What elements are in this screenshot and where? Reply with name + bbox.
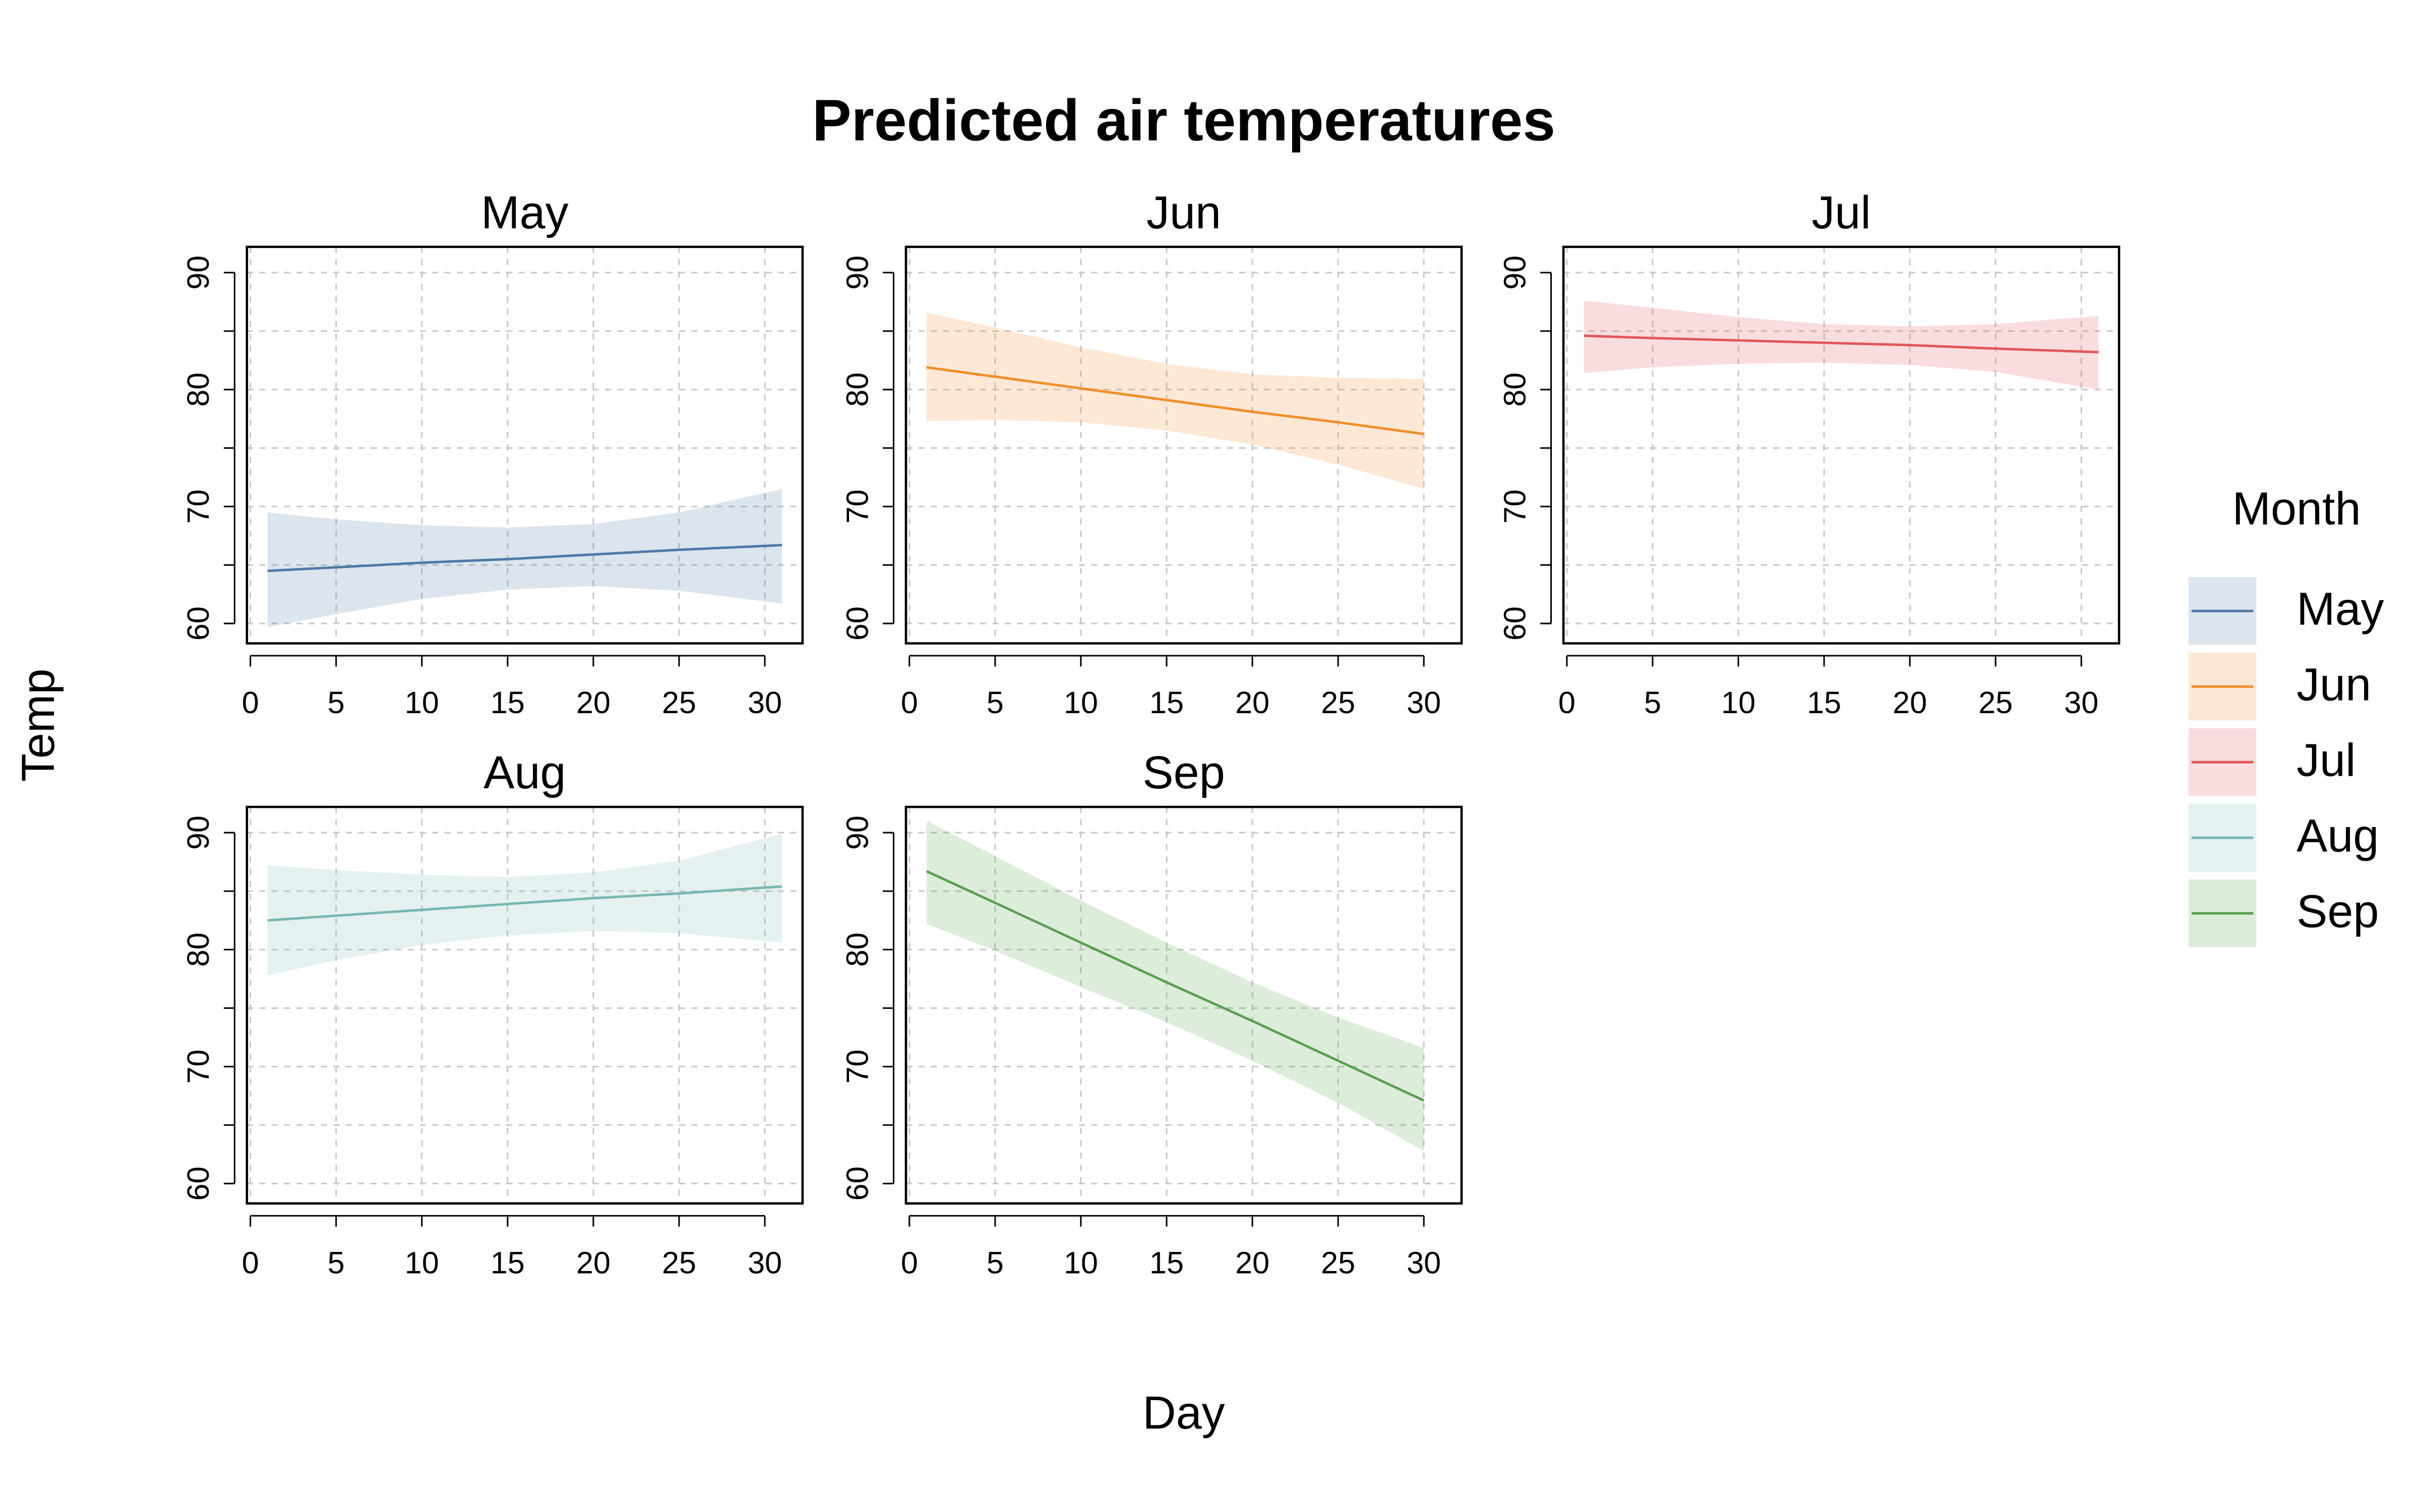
panel-title: Sep (1142, 747, 1225, 798)
plot-frame (246, 245, 804, 645)
y-tick-label: 70 (181, 489, 215, 524)
x-tick-label: 20 (576, 1245, 611, 1280)
panel-title: Aug (483, 747, 566, 798)
x-tick-label: 5 (328, 1245, 345, 1280)
x-tick-label: 10 (405, 1245, 439, 1280)
legend-label: May (2296, 584, 2384, 635)
y-tick-label: 90 (840, 256, 874, 290)
y-tick-label: 80 (1497, 372, 1532, 407)
confidence-band (267, 834, 782, 976)
x-tick-label: 10 (1064, 1245, 1098, 1280)
plot-frame (1562, 245, 2121, 645)
confidence-band (1584, 300, 2099, 390)
legend-label: Sep (2296, 886, 2379, 937)
line (267, 885, 782, 922)
x-tick-label: 0 (901, 685, 918, 720)
y-tick-label: 60 (1497, 606, 1532, 641)
plot-frame (904, 245, 1463, 645)
y-tick-label: 80 (181, 932, 215, 967)
x-tick-label: 0 (901, 1245, 918, 1280)
line (926, 870, 1425, 1102)
x-tick-label: 5 (987, 1245, 1004, 1280)
y-tick-label: 80 (840, 932, 874, 967)
x-tick-label: 20 (1893, 685, 1927, 720)
line (1584, 334, 2099, 354)
x-tick-label: 30 (748, 685, 782, 720)
x-tick-label: 15 (1807, 685, 1841, 720)
x-tick-label: 15 (491, 1245, 525, 1280)
y-tick-label: 90 (181, 815, 215, 850)
y-tick-label: 60 (840, 606, 874, 641)
y-tick-label: 90 (1497, 256, 1532, 290)
plot-frame (904, 805, 1463, 1205)
x-tick-label: 5 (987, 685, 1004, 720)
x-tick-label: 5 (1644, 685, 1661, 720)
y-tick-label: 90 (181, 256, 215, 290)
x-tick-label: 30 (1407, 1245, 1441, 1280)
x-tick-label: 15 (1150, 1245, 1184, 1280)
y-tick-label: 60 (181, 1166, 215, 1201)
legend-title: Month (2232, 483, 2361, 535)
y-tick-label: 80 (181, 372, 215, 407)
x-tick-label: 15 (1150, 685, 1184, 720)
x-tick-label: 10 (405, 685, 439, 720)
y-tick-label: 70 (840, 1049, 874, 1084)
x-tick-label: 25 (662, 685, 696, 720)
legend-label: Jul (2296, 735, 2355, 786)
x-tick-label: 25 (662, 1245, 696, 1280)
x-tick-label: 5 (328, 685, 345, 720)
legend-label: Aug (2296, 810, 2379, 862)
x-tick-label: 30 (748, 1245, 782, 1280)
y-tick-label: 60 (840, 1166, 874, 1201)
x-tick-label: 0 (242, 685, 259, 720)
x-tick-label: 0 (242, 1245, 259, 1280)
x-tick-label: 25 (1321, 685, 1355, 720)
y-tick-label: 70 (181, 1049, 215, 1084)
x-tick-label: 10 (1721, 685, 1756, 720)
chart-title: Predicted air temperatures (812, 88, 1555, 153)
x-tick-label: 0 (1558, 685, 1576, 720)
y-tick-label: 70 (1497, 489, 1532, 524)
line (926, 366, 1424, 435)
x-tick-label: 25 (1978, 685, 2013, 720)
x-tick-label: 15 (491, 685, 525, 720)
line (267, 544, 782, 573)
x-tick-label: 30 (2064, 685, 2098, 720)
y-tick-label: 80 (840, 372, 874, 407)
x-tick-label: 10 (1064, 685, 1098, 720)
x-tick-label: 20 (1235, 685, 1269, 720)
panel-title: May (481, 187, 569, 238)
x-tick-label: 20 (576, 685, 611, 720)
x-tick-label: 25 (1321, 1245, 1355, 1280)
y-tick-label: 70 (840, 489, 874, 524)
x-tick-label: 20 (1235, 1245, 1269, 1280)
y-axis-label: Temp (13, 668, 64, 782)
y-tick-label: 60 (181, 606, 215, 641)
panel-title: Jul (1811, 187, 1870, 238)
plot-frame (246, 805, 804, 1205)
x-axis-label: Day (1142, 1387, 1225, 1438)
legend-label: Jun (2296, 659, 2371, 711)
panel-title: Jun (1146, 187, 1221, 238)
x-tick-label: 30 (1407, 685, 1441, 720)
y-tick-label: 90 (840, 815, 874, 850)
